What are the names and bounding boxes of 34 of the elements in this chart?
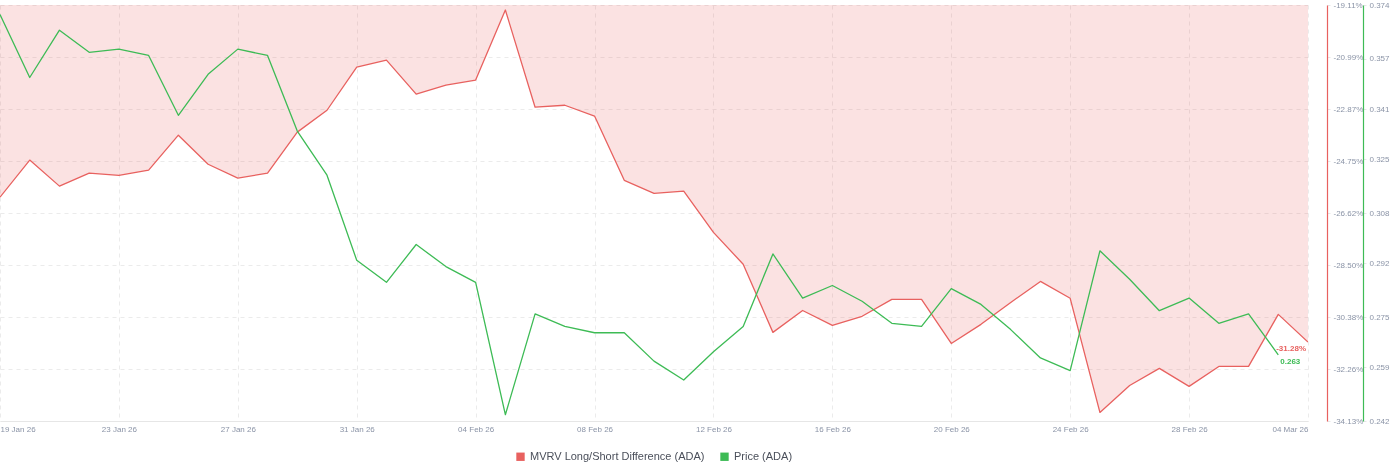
y2-tick-label: 0.374	[1369, 0, 1391, 10]
x-tick-label: 12 Feb 26	[695, 424, 733, 434]
y2-tick-label: 0.325	[1369, 154, 1391, 164]
x-tick-label: 24 Feb 26	[1052, 424, 1090, 434]
x-tick-label: 04 Mar 26	[1272, 424, 1310, 434]
y-tick-label: -22.87%	[1333, 104, 1364, 114]
x-tick-label: 16 Feb 26	[814, 424, 852, 434]
y-tick-label: -19.11%	[1333, 0, 1363, 10]
x-tick-label: 19 Jan 26	[0, 424, 37, 434]
y-tick-label: -20.99%	[1333, 52, 1364, 62]
y-tick-label: -26.62%	[1333, 208, 1364, 218]
x-tick-label: 31 Jan 26	[339, 424, 376, 434]
y-tick-label: -32.26%	[1333, 364, 1364, 374]
y2-tick-label: 0.292	[1369, 258, 1391, 268]
y-tick-label: -24.75%	[1333, 156, 1364, 166]
x-tick-label: 27 Jan 26	[220, 424, 257, 434]
y2-tick-label: 0.275	[1369, 312, 1391, 322]
y2-tick-label: 0.242	[1369, 416, 1391, 426]
y2-tick-label: 0.357	[1369, 54, 1391, 64]
y2-tick-label: 0.259	[1369, 362, 1391, 372]
y-tick-label: -34.13%	[1333, 416, 1364, 426]
y-tick-label: -28.50%	[1333, 260, 1364, 270]
x-tick-label: 20 Feb 26	[933, 424, 971, 434]
legend-label: Price (ADA)	[734, 449, 793, 462]
data-label: -31.28%	[1276, 344, 1306, 354]
x-tick-label: 08 Feb 26	[577, 424, 614, 434]
y2-tick-label: 0.341	[1369, 104, 1391, 114]
legend-label: MVRV Long/Short Difference (ADA)	[530, 449, 705, 462]
y-tick-label: -30.38%	[1333, 312, 1364, 322]
x-tick-label: 28 Feb 26	[1171, 424, 1209, 434]
data-label: 0.263	[1280, 356, 1301, 366]
x-tick-label: 04 Feb 26	[458, 424, 495, 434]
x-tick-label: 23 Jan 26	[101, 424, 138, 434]
y2-tick-label: 0.308	[1369, 208, 1391, 218]
